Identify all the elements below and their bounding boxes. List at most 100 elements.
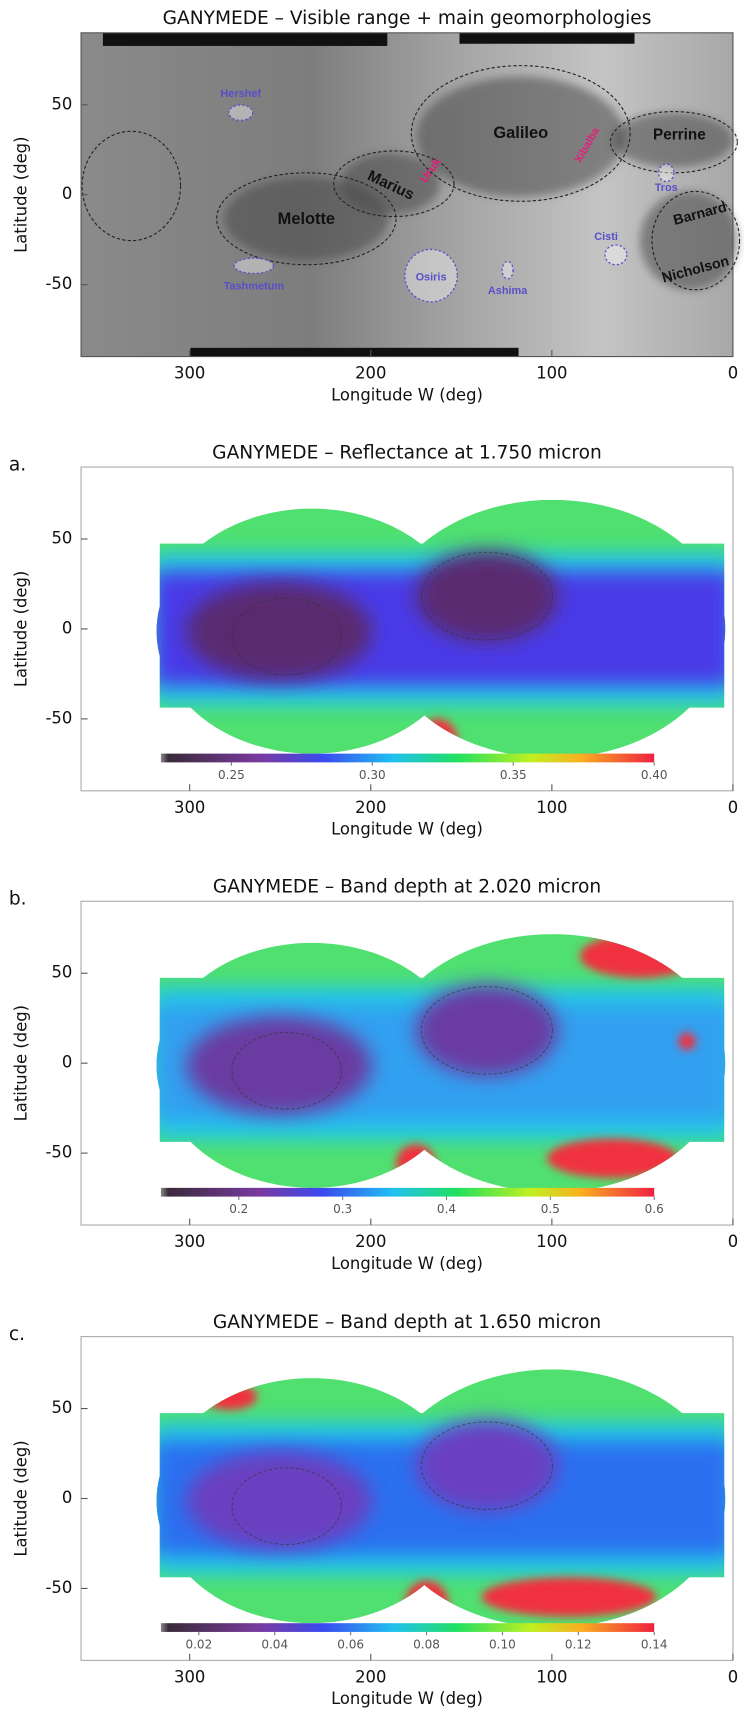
colorbar-tick-label: 0.04 [261, 1638, 288, 1652]
x-tick-label: 300 [174, 1232, 205, 1251]
region-outline [410, 65, 631, 202]
colorbar [160, 753, 655, 763]
region-outline [216, 172, 397, 266]
region-label: Osiris [416, 272, 447, 284]
x-tick-label: 300 [174, 364, 205, 383]
crater-outline [233, 257, 275, 275]
chart-title: GANYMEDE – Band depth at 2.020 micron [213, 877, 601, 898]
colorbar-tick-label: 0.4 [437, 1202, 456, 1216]
region-label: Tros [655, 182, 678, 194]
x-tick-label: 100 [536, 798, 567, 817]
y-tick-label: 0 [62, 184, 72, 203]
y-tick-label: 50 [51, 528, 72, 547]
y-tick-label: 0 [62, 618, 72, 637]
dark-terrain [416, 76, 625, 197]
colorbar-tick-label: 0.14 [641, 1638, 668, 1652]
colorbar-tick-label: 0.35 [500, 768, 527, 782]
chart-title: GANYMEDE – Reflectance at 1.750 micron [212, 442, 602, 463]
y-axis-label: Latitude (deg) [11, 571, 30, 687]
region-label: Ashima [488, 285, 528, 297]
colorbar-tick-label: 0.40 [641, 768, 668, 782]
y-tick-label: 0 [62, 1053, 72, 1072]
dark-terrain [612, 112, 733, 168]
y-tick-label: 50 [51, 94, 72, 113]
heatmap-image [156, 1369, 726, 1628]
x-axis-label: Longitude W (deg) [331, 1254, 483, 1273]
region-outline [651, 190, 741, 291]
x-tick-label: 0 [728, 1667, 738, 1686]
crater-outline [604, 244, 628, 266]
x-axis-label: Longitude W (deg) [331, 1689, 483, 1708]
heatmap-image [156, 499, 726, 758]
y-tick-label: -50 [46, 274, 73, 293]
region-label: Hershef [220, 88, 261, 100]
y-tick-label: 50 [51, 1398, 72, 1417]
crater-outline [404, 248, 458, 303]
region-outline [420, 1421, 554, 1510]
region-label: Melotte [278, 210, 335, 228]
x-tick-label: 100 [536, 1667, 567, 1686]
x-tick-label: 100 [536, 1232, 567, 1251]
crater-outline [657, 163, 675, 183]
y-axis-label: Latitude (deg) [11, 137, 30, 253]
panel: GANYMEDE – Visible range + main geomorph… [11, 8, 741, 404]
y-tick-label: 0 [62, 1488, 72, 1507]
heat-hot [547, 1138, 679, 1179]
colorbar-tick-label: 0.5 [541, 1202, 560, 1216]
colorbar-tick-label: 0.30 [359, 768, 386, 782]
no-data [459, 32, 635, 44]
x-tick-label: 200 [355, 1667, 386, 1686]
y-tick-label: 50 [51, 963, 72, 982]
region-outline [231, 1467, 342, 1545]
heat-hot [650, 499, 706, 522]
no-data [190, 347, 519, 357]
colorbar [160, 1187, 655, 1197]
x-tick-label: 0 [728, 1232, 738, 1251]
colorbar-tick-label: 0.12 [565, 1638, 592, 1652]
region-outline [81, 130, 182, 242]
region-outline [420, 986, 554, 1075]
colorbar-tick-label: 0.06 [337, 1638, 364, 1652]
heat-hot [202, 1383, 258, 1410]
heat-core [186, 1451, 372, 1550]
colorbar-tick-label: 0.02 [185, 1638, 212, 1652]
chart-title: GANYMEDE – Visible range + main geomorph… [163, 8, 652, 29]
region-label: Cisti [594, 231, 618, 243]
heat-core [415, 984, 558, 1077]
y-axis-label: Latitude (deg) [11, 1005, 30, 1121]
heat-core [186, 581, 372, 681]
crater-outline [501, 260, 514, 280]
heat-core [415, 1419, 558, 1512]
region-outline [231, 1031, 342, 1110]
region-outline [609, 111, 738, 174]
heat-core [186, 1016, 372, 1115]
region-label: Tashmetum [224, 280, 285, 292]
colorbar-tick-label: 0.25 [218, 768, 245, 782]
x-tick-label: 200 [355, 798, 386, 817]
x-tick-label: 100 [536, 364, 567, 383]
panel: GANYMEDE – Band depth at 2.020 micron b. 0… [9, 877, 738, 1273]
panel: GANYMEDE – Band depth at 1.650 micron c. 0… [9, 1312, 738, 1708]
heatmap-image [156, 934, 726, 1193]
colorbar-tick-label: 0.3 [333, 1202, 352, 1216]
x-tick-label: 0 [728, 798, 738, 817]
colorbar-tick-label: 0.2 [229, 1202, 248, 1216]
region-outline [333, 150, 455, 218]
x-axis-label: Longitude W (deg) [331, 820, 483, 839]
x-tick-label: 300 [174, 798, 205, 817]
region-label: Perrine [653, 127, 706, 144]
no-data [102, 32, 388, 46]
x-tick-label: 200 [355, 364, 386, 383]
region-outline [231, 597, 342, 676]
y-tick-label: -50 [46, 1578, 73, 1597]
heat-hot [404, 1580, 449, 1628]
crater-outline [228, 104, 254, 121]
colorbar-tick-label: 0.10 [489, 1638, 516, 1652]
y-tick-label: -50 [46, 708, 73, 727]
y-tick-label: -50 [46, 1143, 73, 1162]
panel-label: a. [9, 454, 26, 475]
x-tick-label: 200 [355, 1232, 386, 1251]
panel-label: b. [9, 889, 27, 910]
